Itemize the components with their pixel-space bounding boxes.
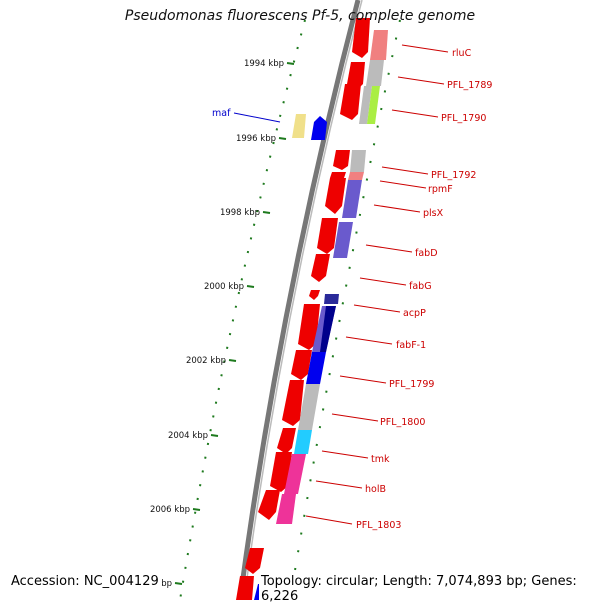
gene-label-fabg: fabG <box>409 281 432 292</box>
cog-pfl-1800 <box>298 384 320 430</box>
cds-next-1 <box>245 548 264 574</box>
gene-label-pfl-1799: PFL_1799 <box>389 379 434 390</box>
kbp-tick-mark <box>174 582 183 585</box>
accession-text: Accession: NC_004129 <box>9 574 161 589</box>
gene-label-holb: holB <box>365 484 386 495</box>
genome-backbone-highlight <box>243 0 363 600</box>
cog-plsx <box>342 180 362 218</box>
cog-holb <box>284 454 306 494</box>
kbp-tick-label: 1996 kbp <box>236 134 276 144</box>
cog-pfl-1799 <box>306 352 326 384</box>
kbp-tick-mark <box>262 211 271 214</box>
gene-label-pfl-1800: PFL_1800 <box>380 417 425 428</box>
gene-label-pfl-1792: PFL_1792 <box>431 170 476 181</box>
cog-rpmf <box>348 172 364 180</box>
kbp-tick-mark <box>246 285 255 288</box>
gene-label-acpp: acpP <box>403 308 426 319</box>
genome-backbone <box>237 0 361 600</box>
gene-label-plsx: plsX <box>423 208 444 219</box>
gene-label-rpmf: rpmF <box>428 184 453 195</box>
cds-fabd <box>317 218 338 254</box>
kbp-tick-label: 1994 kbp <box>244 59 284 69</box>
cds-pfl-1803 <box>258 490 280 520</box>
kbp-tick-mark <box>192 508 201 511</box>
gene-label-pfl-1803: PFL_1803 <box>356 520 401 531</box>
kbp-tick-mark <box>278 137 287 140</box>
cog-pfl-1790-a <box>359 86 372 124</box>
kbp-tick-label: 1998 kbp <box>220 208 260 218</box>
leader-maf <box>233 112 281 123</box>
outer-dotted-ring <box>289 19 401 600</box>
genome-summary-text: Topology: circular; Length: 7,074,893 bp… <box>259 574 600 604</box>
cds-pfl-1789 <box>347 62 365 90</box>
gene-label-maf: maf <box>212 108 231 119</box>
gene-label-rluc: rluC <box>452 48 472 59</box>
cds-plsx <box>325 178 346 214</box>
kbp-tick-label: 2004 kbp <box>168 431 208 441</box>
gene-label-pfl-1790: PFL_1790 <box>441 113 486 124</box>
kbp-tick-label: 2002 kbp <box>186 356 226 366</box>
cds-acpp <box>309 290 320 300</box>
cds-tmk <box>277 428 296 454</box>
gene-label-fabd: fabD <box>415 248 438 259</box>
gene-label-fabf-1: fabF-1 <box>396 340 426 351</box>
cog-tmk <box>294 430 312 454</box>
kbp-tick-label: 2006 kbp <box>150 505 190 515</box>
cds-next-2 <box>236 576 254 600</box>
cds-pfl-1790 <box>340 84 361 120</box>
gene-labels: rluC PFL_1789 PFL_1790 PFL_1792 rpmF pls… <box>212 48 492 531</box>
cog-track <box>254 30 388 600</box>
cds-fabg <box>311 254 330 282</box>
reverse-strand-track <box>292 114 327 140</box>
cog-maf <box>292 114 306 138</box>
kbp-tick-mark <box>210 434 219 437</box>
cog-pfl-1790-b <box>367 86 380 124</box>
cds-maf <box>311 116 327 140</box>
kbp-tick-mark <box>228 359 237 362</box>
cds-track <box>236 18 370 600</box>
cog-pfl-1792 <box>350 150 366 172</box>
cog-pfl-1789 <box>366 60 384 86</box>
gene-label-tmk: tmk <box>371 454 390 465</box>
cog-pfl-1803 <box>276 494 296 524</box>
kbp-tick-label: 2000 kbp <box>204 282 244 292</box>
cds-pfl-1792 <box>333 150 350 170</box>
leader-lines <box>305 44 449 525</box>
cog-acpp <box>324 294 339 304</box>
cds-pfl-1800 <box>282 380 304 426</box>
gene-label-pfl-1789: PFL_1789 <box>447 80 492 91</box>
cds-rluc <box>352 18 370 58</box>
cog-fabd <box>333 222 353 258</box>
cds-pfl-1799 <box>291 350 312 380</box>
map-title: Pseudomonas fluorescens Pf-5, complete g… <box>124 8 476 24</box>
cds-fabf-1 <box>298 304 320 350</box>
cog-rluc <box>370 30 388 60</box>
kbp-tick-mark <box>286 62 295 65</box>
cog-fabf-1-b <box>320 306 336 352</box>
